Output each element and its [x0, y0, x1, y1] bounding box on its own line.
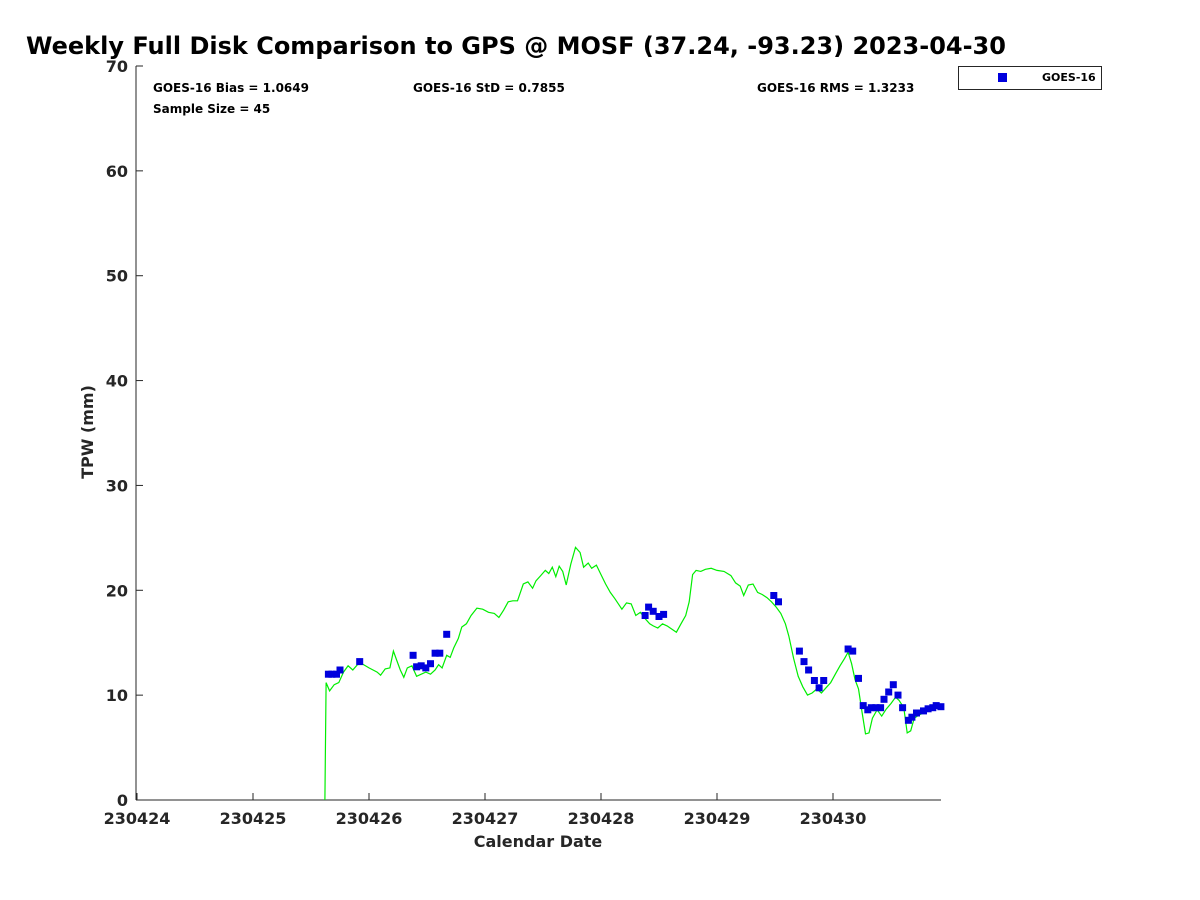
- data-point-goes16: [913, 709, 920, 717]
- data-point-goes16: [820, 677, 828, 684]
- data-point-goes16: [649, 607, 657, 615]
- data-point-goes16: [899, 704, 907, 712]
- y-tick-label: 10: [106, 686, 128, 705]
- data-point-goes16: [770, 592, 778, 599]
- data-point-goes16: [417, 662, 425, 670]
- data-point-goes16: [336, 666, 344, 674]
- y-axis-label: TPW (mm): [78, 385, 97, 479]
- x-ticks: 230424 230425 230426 230427 230428 230429 2304…: [104, 793, 867, 828]
- stat-rms: GOES-16 RMS = 1.3233: [757, 81, 914, 95]
- stat-bias: GOES-16 Bias = 1.0649: [153, 81, 309, 95]
- stat-sample-size: Sample Size = 45: [153, 102, 270, 116]
- data-point-goes16: [805, 666, 813, 674]
- plot-area: [135, 66, 941, 801]
- x-tick-label: 230427: [452, 809, 519, 828]
- data-point-goes16: [409, 651, 417, 659]
- data-point-goes16: [844, 645, 852, 653]
- data-point-goes16: [885, 688, 893, 696]
- x-axis-label: Calendar Date: [474, 832, 603, 851]
- x-tick-label: 230424: [104, 809, 171, 828]
- y-tick-label: 70: [106, 57, 128, 76]
- x-tick-label: 230428: [568, 809, 635, 828]
- x-tick-label: 230430: [800, 809, 867, 828]
- data-point-goes16: [880, 695, 888, 703]
- data-point-goes16: [889, 681, 897, 689]
- data-point-goes16: [932, 702, 940, 710]
- data-point-goes16: [855, 674, 862, 682]
- data-point-goes16: [937, 703, 945, 711]
- data-point-goes16: [443, 630, 451, 638]
- chart-title: Weekly Full Disk Comparison to GPS @ MOS…: [26, 32, 1006, 60]
- data-point-goes16: [872, 704, 880, 712]
- data-point-goes16: [333, 670, 340, 678]
- data-point-goes16: [655, 613, 663, 620]
- data-point-goes16: [800, 658, 808, 666]
- x-tick-label: 230425: [220, 809, 287, 828]
- data-point-goes16: [660, 610, 668, 618]
- legend-marker-goes16: [998, 73, 1007, 82]
- y-tick-label: 0: [117, 791, 128, 810]
- y-tick-label: 20: [106, 581, 128, 600]
- legend: GOES-16: [958, 66, 1102, 90]
- data-point-goes16: [431, 649, 439, 657]
- data-point-goes16: [859, 702, 867, 710]
- data-point-goes16: [328, 670, 336, 678]
- series-line-gps: [324, 546, 942, 801]
- data-point-goes16: [795, 647, 803, 655]
- data-point-goes16: [849, 647, 857, 655]
- data-point-goes16: [356, 658, 364, 666]
- y-tick-label: 30: [106, 476, 128, 495]
- data-point-goes16: [877, 704, 885, 712]
- y-tick-label: 40: [106, 372, 128, 391]
- y-ticks: 0 10 20 30 40 50 60 70: [106, 57, 143, 810]
- data-point-goes16: [422, 664, 430, 672]
- series-layer: [324, 546, 945, 801]
- data-point-goes16: [894, 691, 902, 699]
- data-point-goes16: [645, 603, 653, 611]
- data-point-goes16: [920, 707, 927, 715]
- y-tick-label: 50: [106, 267, 128, 286]
- data-point-goes16: [413, 663, 421, 671]
- data-point-goes16: [810, 677, 818, 684]
- legend-label-goes16: GOES-16: [1042, 71, 1096, 84]
- data-point-goes16: [427, 660, 434, 668]
- data-point-goes16: [924, 705, 932, 713]
- x-tick-label: 230426: [336, 809, 403, 828]
- data-point-goes16: [815, 684, 823, 692]
- data-point-goes16: [867, 704, 875, 712]
- data-point-goes16: [641, 612, 649, 619]
- data-point-goes16: [775, 598, 782, 606]
- y-tick-label: 60: [106, 162, 128, 181]
- x-tick-label: 230429: [684, 809, 751, 828]
- data-point-goes16: [436, 649, 444, 657]
- stat-std: GOES-16 StD = 0.7855: [413, 81, 565, 95]
- legend-box: [958, 66, 1102, 90]
- data-point-goes16: [908, 713, 916, 721]
